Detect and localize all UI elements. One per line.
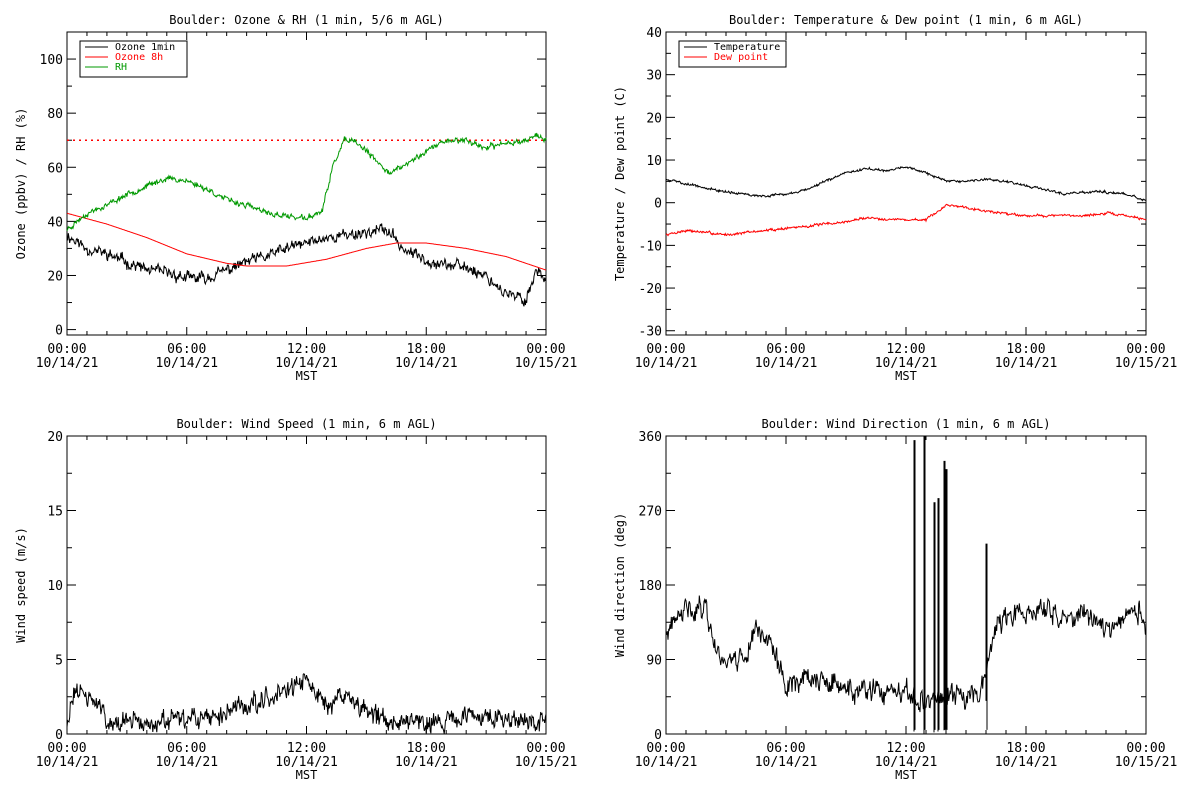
x-tick-label: 06:00 (167, 342, 206, 357)
y-tick-label: 0 (55, 324, 63, 339)
y-tick-label: 80 (47, 107, 63, 122)
chart-title: Boulder: Temperature & Dew point (1 min,… (729, 13, 1083, 27)
x-tick-date-label: 10/14/21 (155, 755, 218, 770)
x-tick-date-label: 10/14/21 (755, 356, 818, 371)
y-tick-label: 0 (55, 728, 63, 743)
y-tick-label: -20 (639, 282, 662, 297)
y-tick-label: 20 (47, 430, 63, 445)
chart-panel-wind_dir: Boulder: Wind Direction (1 min, 6 m AGL)… (613, 417, 1177, 782)
x-tick-date-label: 10/14/21 (635, 755, 698, 770)
legend-label: Ozone 8h (115, 52, 163, 63)
y-axis-label: Wind direction (deg) (613, 513, 627, 658)
x-tick-label: 12:00 (886, 342, 925, 357)
y-axis-label: Wind speed (m/s) (14, 527, 28, 643)
x-tick-label: 12:00 (287, 342, 326, 357)
x-tick-date-label: 10/14/21 (155, 356, 218, 371)
legend-box (678, 40, 787, 68)
x-tick-date-label: 10/14/21 (995, 755, 1058, 770)
x-tick-label: 00:00 (646, 342, 685, 357)
series-line-ozone-8h (66, 212, 547, 271)
y-tick-label: -10 (639, 239, 662, 254)
y-tick-label: -30 (639, 325, 662, 340)
series-line-dew-point (665, 203, 1147, 237)
series-line-data (66, 673, 547, 734)
x-tick-date-label: 10/14/21 (995, 356, 1058, 371)
x-tick-label: 00:00 (646, 741, 685, 756)
x-tick-label: 18:00 (1006, 342, 1045, 357)
x-axis-label: MST (895, 768, 917, 782)
y-axis-label: Ozone (ppbv) / RH (%) (14, 108, 28, 260)
chart-panel-wind_speed: Boulder: Wind Speed (1 min, 6 m AGL) 00:0… (14, 417, 577, 782)
y-tick-label: 15 (47, 505, 63, 520)
y-tick-label: 40 (47, 215, 63, 230)
x-tick-label: 00:00 (47, 741, 86, 756)
x-tick-date-label: 10/14/21 (275, 755, 338, 770)
x-tick-date-label: 10/15/21 (515, 755, 578, 770)
x-tick-date-label: 10/15/21 (1115, 755, 1178, 770)
x-axis-label: MST (895, 369, 917, 383)
x-tick-date-label: 10/14/21 (875, 755, 938, 770)
y-tick-label: 0 (654, 197, 662, 212)
x-tick-label: 00:00 (526, 342, 565, 357)
x-axis-label: MST (296, 369, 318, 383)
plot-frame (665, 435, 1147, 735)
chart-panel-ozone_rh: Boulder: Ozone & RH (1 min, 5/6 m AGL)00… (14, 13, 577, 383)
chart-title: Boulder: Wind Speed (1 min, 6 m AGL) (176, 417, 436, 431)
y-tick-label: 270 (639, 505, 662, 520)
x-tick-label: 00:00 (1126, 342, 1165, 357)
series-line-rh (66, 132, 547, 232)
y-axis-label: Temperature / Dew point (C) (613, 86, 627, 281)
chart-title: Boulder: Wind Direction (1 min, 6 m AGL) (762, 417, 1051, 431)
x-tick-date-label: 10/14/21 (755, 755, 818, 770)
x-tick-date-label: 10/14/21 (395, 755, 458, 770)
y-tick-label: 30 (646, 69, 662, 84)
x-tick-label: 18:00 (407, 741, 446, 756)
x-tick-date-label: 10/14/21 (275, 356, 338, 371)
y-tick-label: 0 (654, 728, 662, 743)
x-tick-label: 00:00 (526, 741, 565, 756)
x-tick-label: 00:00 (47, 342, 86, 357)
x-tick-date-label: 10/14/21 (875, 356, 938, 371)
x-tick-label: 06:00 (766, 342, 805, 357)
legend-label: Dew point (714, 52, 768, 63)
y-tick-label: 20 (47, 269, 63, 284)
series-line-temperature (665, 166, 1147, 202)
y-tick-label: 10 (646, 154, 662, 169)
y-tick-label: 180 (639, 579, 662, 594)
y-tick-label: 5 (55, 654, 63, 669)
chart-title: Boulder: Ozone & RH (1 min, 5/6 m AGL) (169, 13, 444, 27)
chart-panel-temp_dew: Boulder: Temperature & Dew point (1 min,… (613, 13, 1177, 383)
x-axis-label: MST (296, 768, 318, 782)
x-tick-date-label: 10/15/21 (1115, 356, 1178, 371)
y-tick-label: 60 (47, 161, 63, 176)
plot-frame (665, 31, 1147, 336)
x-tick-label: 06:00 (766, 741, 805, 756)
series-line-ozone-1min (66, 223, 547, 307)
x-tick-label: 18:00 (407, 342, 446, 357)
y-tick-label: 100 (40, 53, 63, 68)
x-tick-date-label: 10/14/21 (36, 755, 99, 770)
x-tick-label: 18:00 (1006, 741, 1045, 756)
x-tick-date-label: 10/14/21 (36, 356, 99, 371)
legend-label: Ozone 1min (115, 42, 175, 53)
x-tick-label: 12:00 (886, 741, 925, 756)
plot-frame (66, 435, 547, 735)
legend-label: RH (115, 62, 127, 73)
x-tick-date-label: 10/15/21 (515, 356, 578, 371)
y-tick-label: 10 (47, 579, 63, 594)
x-tick-label: 00:00 (1126, 741, 1165, 756)
y-tick-label: 40 (646, 26, 662, 41)
legend-label: Temperature (714, 42, 780, 53)
x-tick-label: 12:00 (287, 741, 326, 756)
y-tick-label: 20 (646, 111, 662, 126)
y-tick-label: 90 (646, 654, 662, 669)
x-tick-label: 06:00 (167, 741, 206, 756)
series-line-data (665, 595, 1147, 714)
y-tick-label: 360 (639, 430, 662, 445)
x-tick-date-label: 10/14/21 (635, 356, 698, 371)
x-tick-date-label: 10/14/21 (395, 356, 458, 371)
